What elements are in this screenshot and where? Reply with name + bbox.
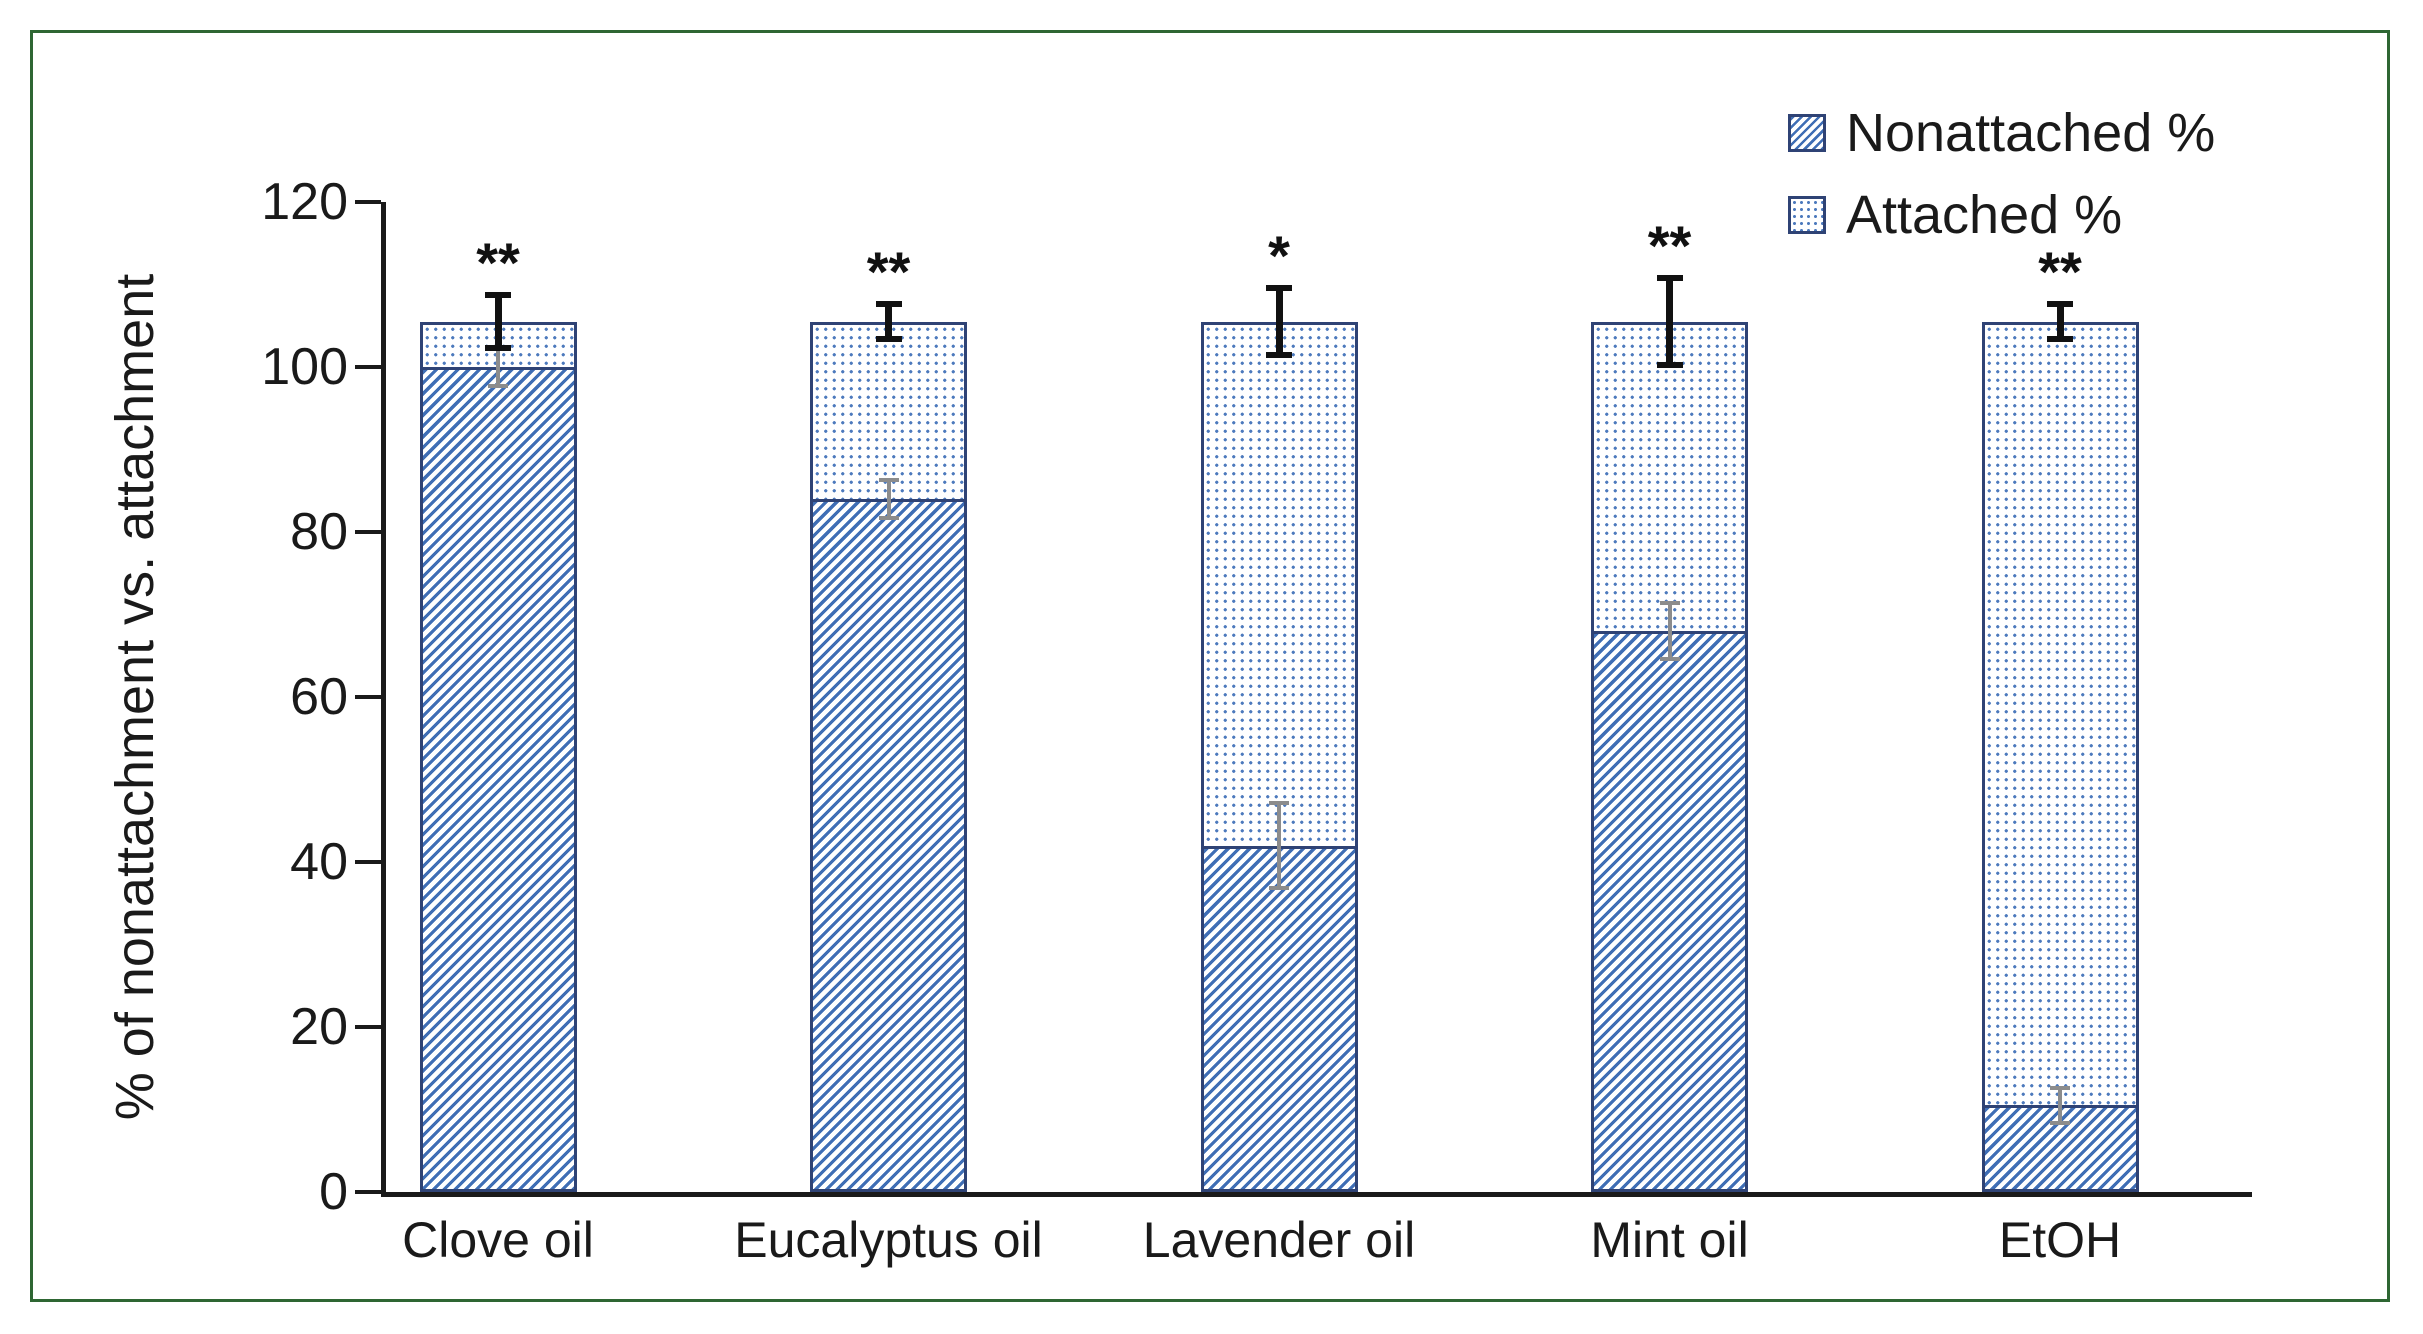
y-tick — [355, 365, 381, 369]
error-bar-total-lavender-oil-line — [1275, 287, 1283, 356]
bar-segment-attached-lavender-oil — [1200, 321, 1358, 846]
error-bar-nonattached-eucalyptus-oil-cap-top — [878, 478, 899, 483]
y-axis — [381, 202, 386, 1197]
y-tick-label: 80 — [290, 503, 348, 561]
error-bar-nonattached-lavender-oil-cap-top — [1269, 800, 1289, 805]
error-bar-nonattached-eucalyptus-oil-cap-bottom — [878, 515, 899, 520]
error-bar-nonattached-mint-oil-cap-top — [1659, 600, 1680, 605]
bar-segment-nonattached-mint-oil — [1591, 631, 1748, 1192]
y-tick-label: 20 — [290, 998, 348, 1056]
error-bar-nonattached-etoh-cap-top — [2050, 1086, 2070, 1091]
y-tick-label: 40 — [290, 833, 348, 891]
y-tick-label: 120 — [261, 173, 348, 231]
figure-frame — [30, 30, 2390, 1302]
error-bar-nonattached-lavender-oil-cap-bottom — [1269, 886, 1289, 891]
y-tick — [355, 1025, 381, 1029]
x-axis-label-lavender-oil: Lavender oil — [1142, 1212, 1416, 1268]
error-bar-total-mint-oil-cap-bottom — [1656, 362, 1683, 369]
error-bar-nonattached-mint-oil-cap-bottom — [1659, 657, 1680, 662]
error-bar-nonattached-clove-oil-line — [496, 348, 500, 386]
x-axis-label-mint-oil: Mint oil — [1590, 1212, 1749, 1268]
error-bar-total-clove-oil-line — [494, 295, 502, 349]
y-tick — [355, 1190, 381, 1194]
error-bar-nonattached-etoh-line — [2058, 1088, 2062, 1123]
error-bar-nonattached-eucalyptus-oil-line — [886, 480, 891, 518]
x-axis-label-etoh: EtOH — [1998, 1212, 2122, 1268]
legend: Nonattached % Attached % — [1788, 104, 2215, 268]
error-bar-total-eucalyptus-oil-cap-top — [875, 301, 902, 308]
bar-segment-nonattached-eucalyptus-oil — [810, 499, 967, 1192]
error-bar-total-etoh-cap-bottom — [2047, 335, 2073, 342]
y-tick-label: 0 — [319, 1163, 348, 1221]
x-axis-label-clove-oil: Clove oil — [402, 1212, 594, 1268]
significance-marker-etoh: ** — [2038, 240, 2082, 304]
error-bar-total-mint-oil-cap-top — [1656, 274, 1683, 281]
bar-segment-attached-etoh — [1981, 321, 2139, 1106]
y-tick — [355, 860, 381, 864]
bar-segment-nonattached-etoh — [1981, 1105, 2139, 1192]
error-bar-nonattached-mint-oil-line — [1667, 602, 1672, 660]
x-axis-label-eucalyptus-oil: Eucalyptus oil — [734, 1212, 1043, 1268]
bar-segment-nonattached-lavender-oil — [1200, 845, 1358, 1192]
y-tick — [355, 695, 381, 699]
error-bar-total-lavender-oil-cap-top — [1266, 284, 1292, 291]
y-tick — [355, 200, 381, 204]
significance-marker-eucalyptus-oil: ** — [866, 240, 911, 304]
error-bar-total-clove-oil-cap-bottom — [485, 345, 511, 352]
error-bar-nonattached-lavender-oil-line — [1277, 802, 1281, 889]
hatch-swatch-icon — [1788, 114, 1826, 152]
y-tick — [355, 530, 381, 534]
legend-label-attached: Attached % — [1846, 185, 2123, 245]
legend-label-nonattached: Nonattached % — [1846, 103, 2216, 163]
error-bar-nonattached-clove-oil-cap-bottom — [488, 383, 508, 388]
significance-marker-mint-oil: ** — [1647, 213, 1692, 277]
legend-item-nonattached: Nonattached % — [1788, 104, 2215, 162]
bar-segment-attached-eucalyptus-oil — [810, 321, 967, 499]
y-tick-label: 60 — [290, 668, 348, 726]
error-bar-total-eucalyptus-oil-cap-bottom — [875, 335, 902, 342]
significance-marker-clove-oil: ** — [476, 231, 520, 295]
error-bar-total-lavender-oil-cap-bottom — [1266, 352, 1292, 359]
x-axis — [381, 1192, 2252, 1197]
error-bar-total-mint-oil-line — [1666, 277, 1673, 366]
significance-marker-lavender-oil: * — [1268, 223, 1290, 287]
legend-item-attached: Attached % — [1788, 186, 2215, 244]
bar-segment-attached-mint-oil — [1591, 321, 1748, 631]
y-tick-label: 100 — [261, 338, 348, 396]
dots-swatch-icon — [1788, 196, 1826, 234]
error-bar-total-eucalyptus-oil-line — [885, 304, 892, 339]
error-bar-total-etoh-line — [2056, 304, 2064, 339]
error-bar-total-clove-oil-cap-top — [485, 292, 511, 299]
error-bar-nonattached-etoh-cap-bottom — [2050, 1120, 2070, 1125]
bar-segment-nonattached-clove-oil — [419, 367, 577, 1192]
error-bar-total-etoh-cap-top — [2047, 301, 2073, 308]
